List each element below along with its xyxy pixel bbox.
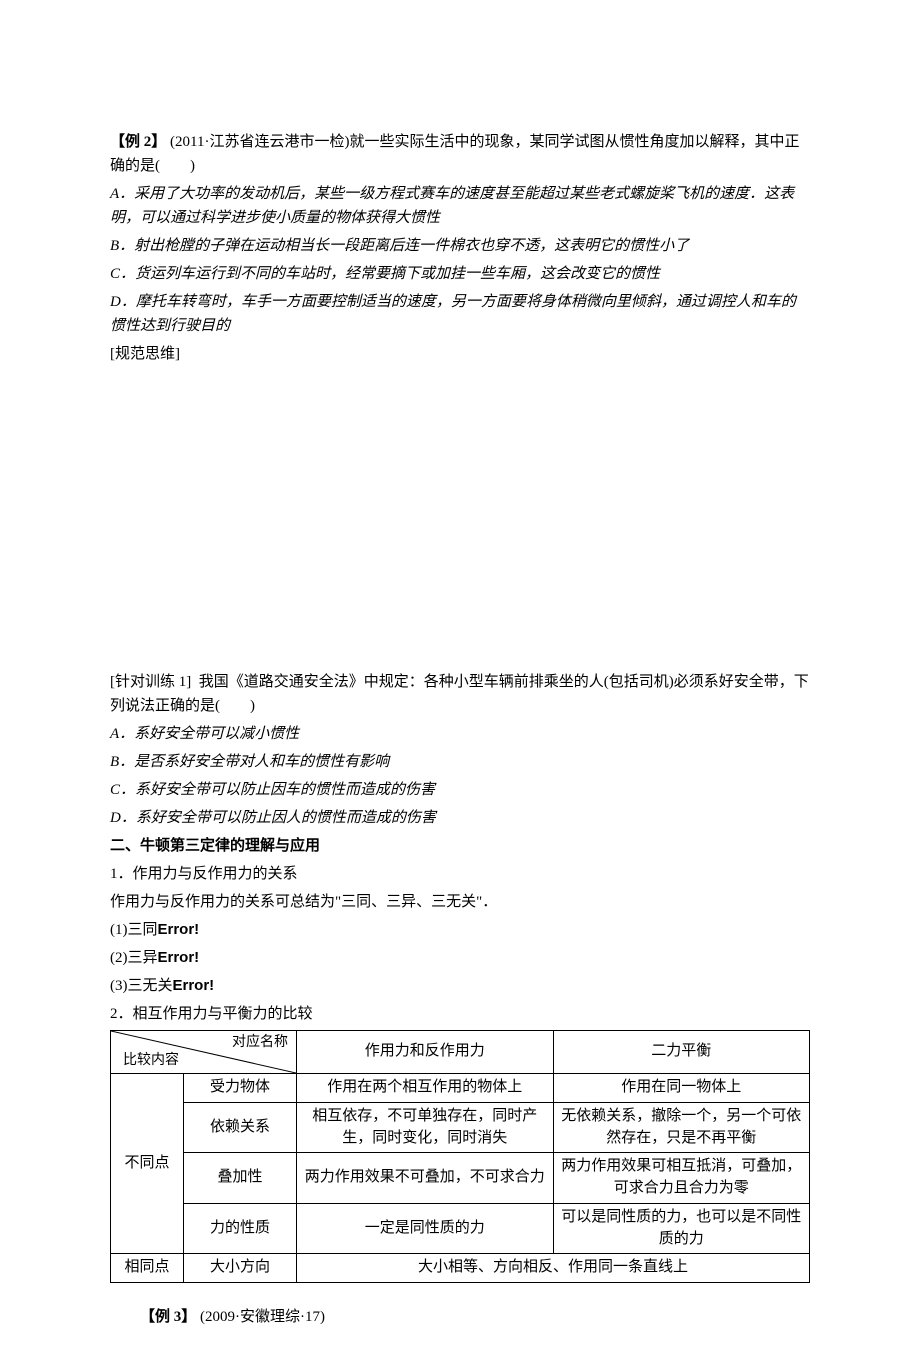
table-header-col1: 作用力和反作用力 <box>297 1031 554 1074</box>
section-2-item2: (2)三异Error! <box>110 946 810 970</box>
practice-1: [针对训练 1] 我国《道路交通安全法》中规定：各种小型车辆前排乘坐的人(包括司… <box>110 670 810 718</box>
section-2-title: 二、牛顿第三定律的理解与应用 <box>110 834 810 858</box>
table-header-col2: 二力平衡 <box>553 1031 810 1074</box>
example-3: 【例 3】 (2009·安徽理综·17) <box>110 1305 810 1329</box>
table-row: 相同点 大小方向 大小相等、方向相反、作用同一条直线上 <box>111 1254 810 1283</box>
table-group-diff: 不同点 <box>111 1074 184 1254</box>
example-3-source: (2009·安徽理综·17) <box>200 1309 325 1325</box>
section-2-item1: (1)三同Error! <box>110 918 810 942</box>
practice-1-option-d: D．系好安全带可以防止因人的惯性而造成的伤害 <box>110 806 810 830</box>
table-group-same: 相同点 <box>111 1254 184 1283</box>
blank-space <box>110 370 810 670</box>
table-row: 力的性质 一定是同性质的力 可以是同性质的力，也可以是不同性质的力 <box>111 1203 810 1254</box>
practice-1-stem: 我国《道路交通安全法》中规定：各种小型车辆前排乘坐的人(包括司机)必须系好安全带… <box>110 674 809 714</box>
table-header-diag: 对应名称 比较内容 <box>111 1031 297 1074</box>
example-2-source: (2011·江苏省连云港市一检) <box>170 134 349 150</box>
example-2-option-a: A．采用了大功率的发动机后，某些一级方程式赛车的速度甚至能超过某些老式螺旋桨飞机… <box>110 182 810 230</box>
section-2-p2: 作用力与反作用力的关系可总结为"三同、三异、三无关"． <box>110 890 810 914</box>
example-2-label: 【例 2】 <box>110 134 166 150</box>
example-2-option-c: C．货运列车运行到不同的车站时，经常要摘下或加挂一些车厢，这会改变它的惯性 <box>110 262 810 286</box>
practice-1-option-a: A．系好安全带可以减小惯性 <box>110 722 810 746</box>
practice-1-option-b: B．是否系好安全带对人和车的惯性有影响 <box>110 750 810 774</box>
example-3-label: 【例 3】 <box>140 1309 196 1325</box>
section-2-item3: (3)三无关Error! <box>110 974 810 998</box>
document-page: 【例 2】 (2011·江苏省连云港市一检)就一些实际生活中的现象，某同学试图从… <box>0 0 920 1359</box>
example-2: 【例 2】 (2011·江苏省连云港市一检)就一些实际生活中的现象，某同学试图从… <box>110 130 810 178</box>
section-2-p3: 2．相互作用力与平衡力的比较 <box>110 1002 810 1026</box>
example-2-norm: [规范思维] <box>110 342 810 366</box>
table-header-row: 对应名称 比较内容 作用力和反作用力 二力平衡 <box>111 1031 810 1074</box>
example-2-option-d: D．摩托车转弯时，车手一方面要控制适当的速度，另一方面要将身体稍微向里倾斜，通过… <box>110 290 810 338</box>
example-2-option-b: B．射出枪膛的子弹在运动相当长一段距离后连一件棉衣也穿不透，这表明它的惯性小了 <box>110 234 810 258</box>
practice-1-option-c: C．系好安全带可以防止因车的惯性而造成的伤害 <box>110 778 810 802</box>
table-row: 不同点 受力物体 作用在两个相互作用的物体上 作用在同一物体上 <box>111 1074 810 1103</box>
table-row: 依赖关系 相互依存，不可单独存在，同时产生，同时变化，同时消失 无依赖关系，撤除… <box>111 1102 810 1153</box>
comparison-table: 对应名称 比较内容 作用力和反作用力 二力平衡 不同点 受力物体 作用在两个相互… <box>110 1030 810 1283</box>
section-2-p1: 1．作用力与反作用力的关系 <box>110 862 810 886</box>
practice-1-label: [针对训练 1] <box>110 674 191 690</box>
table-row: 叠加性 两力作用效果不可叠加，不可求合力 两力作用效果可相互抵消，可叠加，可求合… <box>111 1153 810 1204</box>
